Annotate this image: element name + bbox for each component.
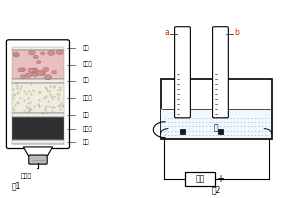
Circle shape (40, 72, 45, 75)
Circle shape (44, 75, 52, 80)
Circle shape (21, 75, 26, 78)
Bar (12, 113, 64, 117)
Circle shape (34, 55, 38, 59)
Circle shape (32, 68, 38, 72)
Text: 小卵石: 小卵石 (83, 62, 93, 67)
Text: -: - (178, 174, 182, 184)
Text: 膨松棉: 膨松棉 (21, 168, 38, 179)
Bar (218, 129, 223, 134)
Circle shape (18, 68, 23, 72)
Circle shape (52, 70, 56, 74)
Text: +: + (216, 174, 224, 184)
FancyBboxPatch shape (213, 27, 228, 118)
Text: 纱布: 纱布 (83, 113, 90, 118)
Circle shape (20, 68, 26, 72)
Circle shape (25, 73, 32, 77)
Text: 活性炭: 活性炭 (83, 126, 93, 132)
Circle shape (13, 53, 20, 57)
Circle shape (41, 52, 45, 55)
FancyBboxPatch shape (29, 155, 47, 164)
Bar (12, 140, 64, 144)
Circle shape (48, 50, 55, 55)
Text: 纱布: 纱布 (83, 78, 90, 83)
Circle shape (29, 68, 36, 73)
Bar (12, 47, 64, 50)
Circle shape (32, 72, 38, 76)
Bar (180, 129, 185, 134)
Circle shape (41, 72, 45, 75)
Bar (12, 117, 64, 140)
Text: 图1: 图1 (12, 181, 21, 190)
Circle shape (29, 50, 35, 55)
Circle shape (43, 68, 49, 71)
Bar (12, 79, 64, 83)
Text: 纱布: 纱布 (83, 46, 90, 51)
Circle shape (36, 61, 41, 64)
Text: 电池: 电池 (195, 175, 205, 184)
Polygon shape (23, 147, 53, 156)
Circle shape (56, 50, 63, 55)
FancyBboxPatch shape (6, 40, 69, 148)
Text: 石英砂: 石英砂 (83, 95, 93, 101)
Text: a: a (164, 28, 169, 37)
Text: 图2: 图2 (211, 185, 221, 194)
Text: 水: 水 (214, 124, 218, 133)
Bar (185, 172, 215, 186)
Circle shape (13, 52, 18, 55)
Bar (12, 83, 64, 113)
Text: b: b (234, 28, 239, 37)
Circle shape (28, 68, 34, 72)
FancyBboxPatch shape (175, 27, 190, 118)
Bar (161, 109, 271, 138)
Text: 纱布: 纱布 (83, 140, 90, 145)
Circle shape (36, 70, 44, 75)
Bar (161, 79, 272, 139)
Bar (12, 50, 64, 79)
